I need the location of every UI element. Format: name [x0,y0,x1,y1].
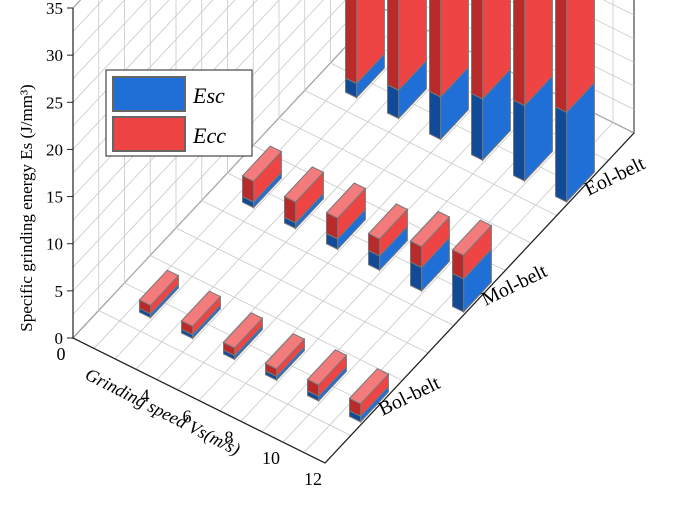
legend-swatch-ecc [112,116,186,152]
chart-bars [138,0,596,424]
bar-ecc-top [283,166,325,203]
bar-ecc-front [524,0,553,107]
bar-esc-side [555,105,568,203]
z-tick-label: 30 [46,46,63,65]
grid-line-floor [330,62,583,189]
bar-ecc-front [482,0,511,101]
z-tick-label: 0 [55,329,64,348]
bar-esc-side [452,272,465,313]
speed-tick-label: 12 [304,469,322,489]
bar-ecc-side [471,0,484,100]
speed-tick-label: 8 [225,427,234,447]
z-tick-label: 25 [46,93,63,112]
bar-ecc-side [555,0,568,114]
bar-ecc-front [440,0,469,99]
z-tick-label: 5 [55,282,64,301]
speed-axis-line [72,337,326,464]
legend-label-ecc: Ecc [192,123,226,148]
bar-ecc-top [222,312,264,349]
bar-ecc-side [429,0,442,98]
speed-tick-label: 10 [262,448,280,468]
speed-tick-label: 0 [57,344,66,364]
bar-ecc-front [398,0,427,92]
bar-ecc-top [367,203,409,240]
bar-ecc-top [348,368,390,405]
bar-esc-side [471,92,484,162]
bar-ecc-top [180,290,222,327]
bar-ecc-front [566,0,595,114]
z-tick-label: 15 [46,188,63,207]
bar-ecc-top [138,269,180,307]
legend: Esc Ecc [105,69,253,157]
bar-esc-side [429,90,442,141]
legend-label-esc: Esc [192,83,225,108]
bar-ecc-side [345,0,358,85]
z-tick-label: 10 [46,235,63,254]
legend-swatch-esc [112,76,186,112]
bar-ecc-side [513,0,526,107]
speed-tick-label: 6 [183,407,192,427]
bar-ecc-top [325,182,367,219]
y-axis-label: Specific grinding energy Es (J/mm³) [17,84,36,331]
bar-ecc-top [451,219,493,256]
bar-ecc-front [356,0,385,85]
bar-esc-side [513,99,526,182]
bar-ecc-side [387,0,400,92]
bar-ecc-top [409,210,451,248]
belt-axis-line [324,132,635,464]
bar-ecc-top [306,349,348,386]
speed-tick-label: 4 [141,386,150,406]
z-tick-label: 35 [46,0,63,18]
bar-ecc-top [264,333,306,370]
z-tick-label: 20 [46,140,63,159]
bar-ecc-top [241,145,283,182]
